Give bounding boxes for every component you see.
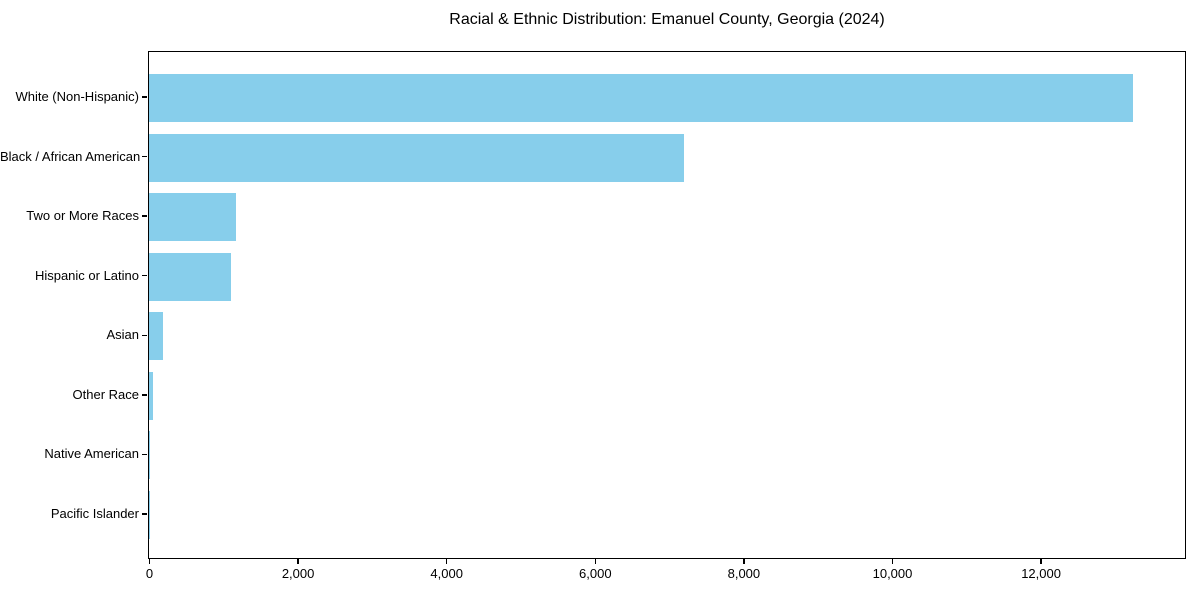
y-tick-mark [142,334,147,337]
x-tick-mark [297,559,299,564]
y-tick-mark [142,274,147,277]
bar [149,193,236,242]
category-label: Asian [106,327,139,343]
bar [149,133,684,182]
x-tick-label: 8,000 [727,566,761,581]
x-tick-mark [743,559,745,564]
x-tick-mark [594,559,597,564]
bar [149,252,232,301]
y-tick-mark [142,96,147,98]
category-label: Other Race [72,386,139,402]
x-tick-mark [445,559,448,564]
category-label: Pacific Islander [50,505,139,521]
category-label: Black / African American [0,148,141,164]
x-tick-mark [891,559,894,564]
y-tick-mark [142,394,147,396]
chart-title: Racial & Ethnic Distribution: Emanuel Co… [449,11,885,28]
category-label: Two or More Races [26,208,139,224]
x-tick-label: 4,000 [430,566,463,581]
y-tick-mark [142,513,147,515]
y-tick-mark [142,155,147,158]
bar [149,371,153,420]
x-tick-label: 0 [145,566,154,581]
bar [149,312,164,361]
category-label: Hispanic or Latino [34,267,139,283]
x-tick-mark [1040,559,1042,564]
y-tick-mark [142,453,147,456]
x-tick-label: 6,000 [579,566,612,581]
x-tick-label: 12,000 [1021,566,1061,581]
plot-area [148,51,1186,559]
x-tick-label: 10,000 [872,566,913,581]
bar [149,431,151,480]
x-tick-label: 2,000 [281,566,315,581]
y-tick-mark [142,215,147,217]
category-label: Native American [44,446,139,462]
x-tick-mark [148,559,151,564]
bar [149,74,1134,122]
category-label: White (Non-Hispanic) [15,89,139,104]
